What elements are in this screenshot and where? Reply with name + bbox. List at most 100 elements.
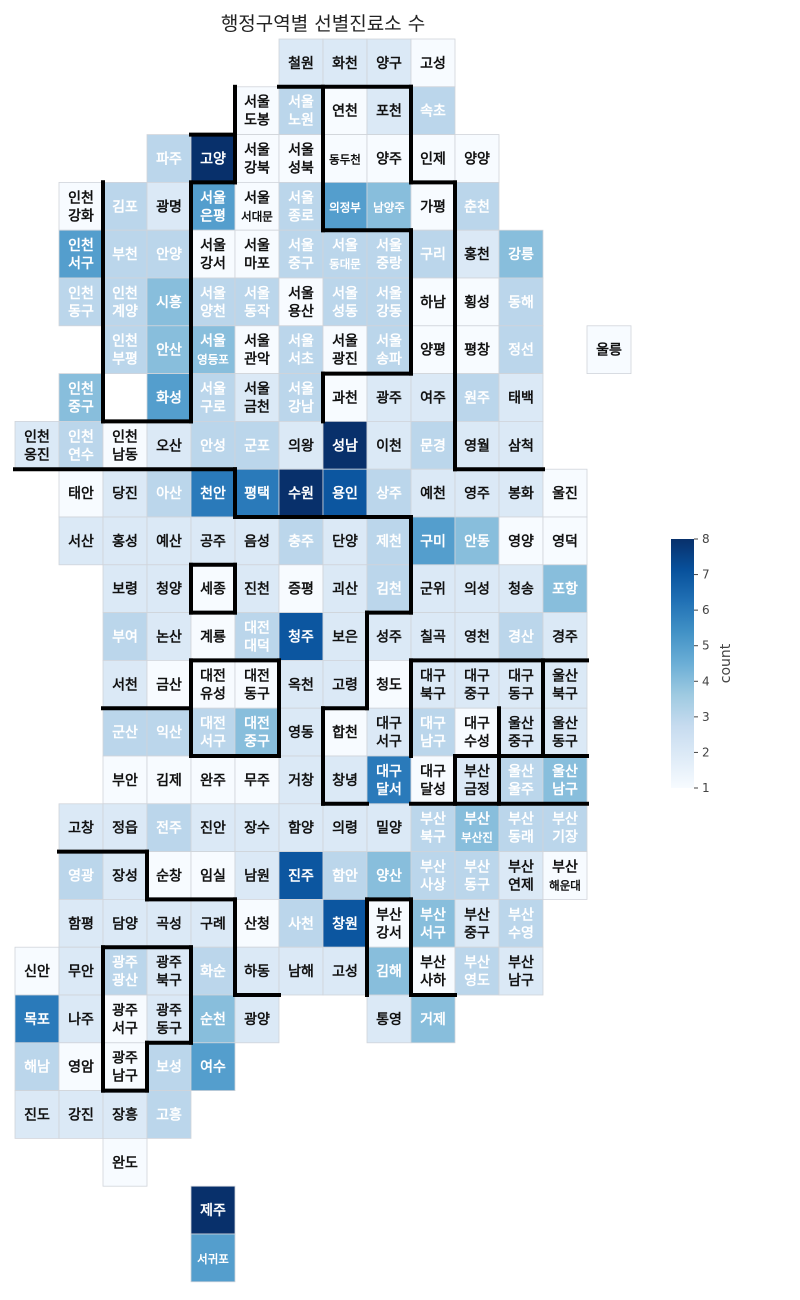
cell-label: 함양 [288,820,314,837]
cell-label-line: 울산 [552,667,578,684]
heatmap-cell: 청주 [278,612,324,661]
cell-rect [366,420,412,470]
heatmap-cell: 하동 [234,946,280,996]
heatmap-cell: 태백 [498,373,544,422]
cell-label: 부산 영도 [464,954,490,989]
cell-rect [498,803,544,852]
cell-label: 영암 [68,1059,94,1076]
cell-rect [14,420,60,470]
heatmap-cell: 부산 동래 [498,803,544,852]
cell-rect [190,851,236,900]
cell-label-line: 순천 [200,1012,226,1028]
heatmap-cell: 울산 북구 [542,660,588,709]
cell-label-line: 서울 [244,237,270,254]
cell-label-line: 여수 [200,1059,226,1076]
cell-label: 양평 [420,342,446,359]
cell-label-line: 공주 [200,534,226,550]
cell-rect [278,134,324,183]
heatmap-cell: 오산 [146,420,192,470]
cell-rect [190,373,236,422]
cell-label: 서울 은평 [200,189,226,224]
cell-label: 의정부 [329,200,361,214]
chart-title: 행정구역별 선별진료소 수 [221,13,425,35]
cell-rect [190,803,236,852]
cell-rect [322,707,368,757]
cell-label-line: 부여 [112,629,138,646]
cell-label-line: 부산 [420,811,446,828]
cell-label-line: 구로 [200,400,226,416]
heatmap-cell: 부산 금정 [454,755,500,805]
heatmap-cell: 인제 [410,134,456,183]
cell-label-line: 부산 [464,811,490,828]
cell-label: 화성 [156,391,182,407]
heatmap-cell: 정읍 [102,803,148,852]
cell-label-line: 여주 [420,390,446,407]
cell-label: 대구 달서 [376,764,402,798]
cell-label: 대구 남구 [420,716,446,750]
cell-rect [234,229,280,279]
cell-label: 군위 [420,582,446,598]
cell-label: 인천 계양 [112,285,138,320]
heatmap-cell: 대구 달서 [366,755,412,805]
heatmap-cell: 부산 해운대 [542,851,588,900]
heatmap-cell: 서울 광진 [322,325,368,374]
heatmap-cell: 순천 [190,994,236,1044]
cell-label: 당진 [112,485,138,502]
cell-label-line: 순창 [156,868,182,885]
cell-label-line: 강북 [244,160,270,177]
cell-label-line: 도봉 [244,113,270,129]
cell-label-line: 양산 [376,868,402,885]
heatmap-cell: 대구 남구 [410,707,456,757]
cell-label: 용인 [332,485,358,502]
cell-label-line: 인천 [68,237,94,254]
cell-label: 양산 [376,868,402,885]
heatmap-cell: 봉화 [498,468,544,518]
heatmap-cell: 음성 [234,516,280,566]
heatmap-cell: 정선 [498,325,544,374]
cell-label: 부산 중구 [464,906,490,941]
heatmap-cell: 김포 [102,181,148,231]
cell-label-line: 대전 [200,667,226,684]
cell-label-line: 동해 [508,295,534,311]
heatmap-cell: 양산 [366,851,412,900]
cell-label-line: 서울 [200,381,226,398]
cell-label-line: 세종 [200,582,226,598]
cell-rect [410,707,456,757]
cell-label-line: 의왕 [288,437,314,454]
cell-rect [410,946,456,996]
cell-rect [322,851,368,900]
cell-label-line: 유성 [200,686,226,702]
heatmap-cell: 용인 [322,468,368,518]
cell-label: 구례 [200,916,226,932]
cell-label-line: 예산 [156,533,182,550]
heatmap-cell: 철원 [278,38,324,88]
heatmap-cell: 대구 동구 [498,660,544,709]
cell-label-line: 대구 [376,764,402,780]
cell-rect [322,564,368,613]
cell-rect [146,803,192,852]
cell-rect [454,899,500,948]
heatmap-cell: 담양 [102,899,148,948]
cell-label: 여주 [420,390,446,407]
cell-rect [366,755,412,805]
cell-label-line: 금산 [156,676,182,693]
heatmap-cell: 대전 중구 [234,707,280,757]
cell-label-line: 서구 [420,925,446,941]
cell-rect [146,612,192,661]
colorbar-label: count [718,643,734,683]
cell-label-line: 고양 [200,152,226,168]
heatmap-cell: 속초 [410,86,456,136]
cell-rect [146,564,192,613]
cell-rect [146,229,192,279]
cell-label-line: 남원 [244,868,270,885]
cell-label-line: 익산 [156,724,182,741]
cell-label: 부천 [112,247,138,263]
cell-label: 서울 동작 [244,285,270,320]
cell-label-line: 해남 [24,1059,50,1076]
cell-label: 서울 강남 [288,381,314,416]
cell-label-line: 동구 [464,878,490,894]
colorbar-tick-label: 4 [702,674,710,688]
cell-rect [498,325,544,374]
cell-label: 화순 [200,964,226,980]
cell-label: 장흥 [112,1107,138,1124]
